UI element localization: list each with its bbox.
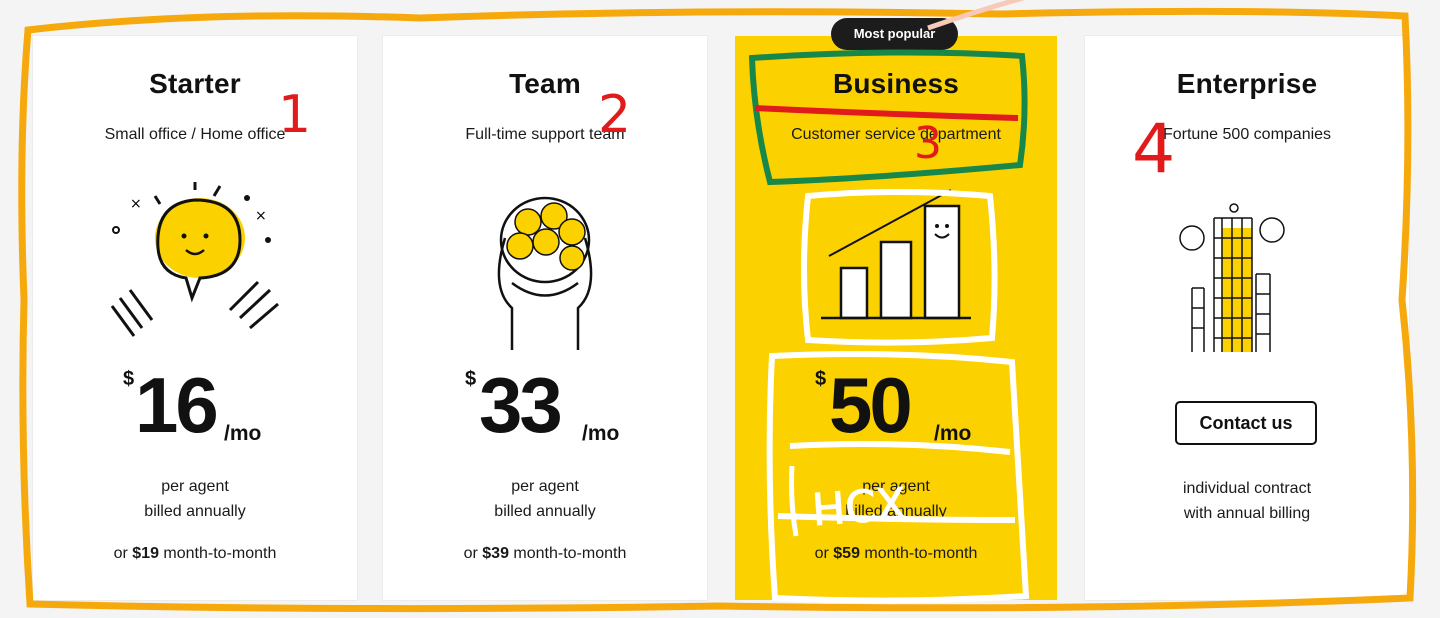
month-to-month-price: or $19 month-to-month [113, 545, 277, 562]
plan-subtitle: Customer service department [791, 126, 1001, 143]
plan-price: $ 16 /mo [33, 356, 357, 456]
plan-subtitle: Full-time support team [465, 126, 625, 143]
billing-note-2: billed annually [494, 503, 596, 520]
plan-name: Enterprise [1176, 68, 1318, 99]
plan-card-starter: Starter Small office / Home office × × $… [33, 36, 357, 600]
contact-us-button[interactable]: Contact us [1175, 401, 1317, 445]
price-period: /mo [224, 422, 262, 445]
most-popular-badge: Most popular [831, 18, 958, 50]
price-amount: 33 [479, 361, 563, 449]
skyscraper-illustration [1179, 203, 1285, 352]
price-period: /mo [934, 422, 972, 445]
plan-name: Business [832, 68, 960, 99]
plan-card-team: Team Full-time support team $ 33 /mo per… [383, 36, 707, 600]
billing-note-1: per agent [862, 478, 930, 495]
plan-card-business: Business Customer service department $ 5… [735, 36, 1057, 600]
plan-subtitle: Fortune 500 companies [1162, 126, 1332, 143]
billing-note-2: billed annually [845, 503, 947, 520]
billing-note-2: billed annually [144, 503, 246, 520]
team-hug-illustration [497, 196, 593, 350]
currency-symbol: $ [465, 368, 477, 390]
billing-note-1: individual contract [1182, 480, 1312, 497]
billing-note-1: per agent [511, 478, 579, 495]
plan-name: Starter [149, 68, 241, 99]
month-to-month-price: or $59 month-to-month [814, 545, 978, 562]
price-period: /mo [582, 422, 620, 445]
growth-chart-illustration [821, 189, 971, 320]
speech-bubble-illustration: × × [110, 182, 279, 337]
svg-text:×: × [255, 208, 267, 224]
svg-text:×: × [130, 196, 142, 212]
currency-symbol: $ [123, 368, 135, 390]
currency-symbol: $ [815, 368, 827, 390]
plan-name: Team [509, 68, 581, 99]
plan-price: $ 33 /mo [383, 356, 707, 456]
price-amount: 16 [135, 361, 219, 449]
price-amount: 50 [829, 361, 913, 449]
plan-subtitle: Small office / Home office [104, 126, 286, 143]
plan-price: $ 50 /mo [735, 356, 1057, 456]
month-to-month-price: or $39 month-to-month [463, 545, 627, 562]
billing-note-2: with annual billing [1183, 505, 1311, 522]
plan-card-enterprise: Enterprise Fortune 500 companies Contact… [1085, 36, 1409, 600]
billing-note-1: per agent [161, 478, 229, 495]
